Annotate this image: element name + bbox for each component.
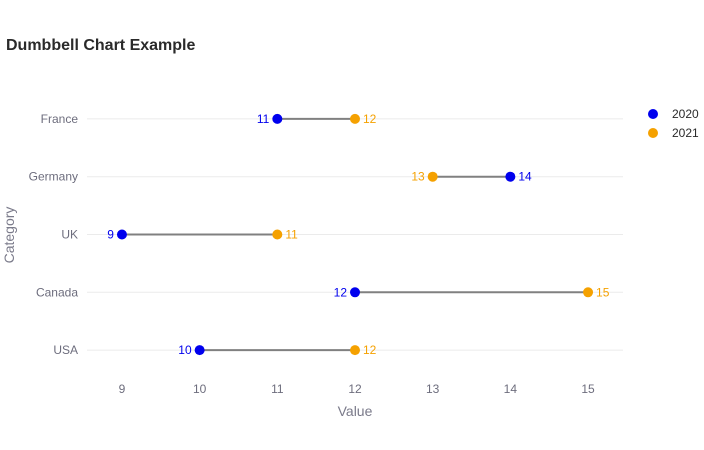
point-2020-canada bbox=[350, 287, 360, 298]
point-2021-canada bbox=[583, 287, 594, 298]
point-2020-germany bbox=[505, 171, 516, 182]
y-tick-label-germany: Germany bbox=[29, 170, 78, 184]
legend-item-2020[interactable]: 2020 bbox=[648, 107, 699, 121]
chart-title: Dumbbell Chart Example bbox=[6, 37, 195, 54]
label-2021-uk: 11 bbox=[285, 228, 298, 242]
point-2020-france bbox=[272, 113, 283, 124]
label-2021-usa: 12 bbox=[363, 343, 377, 357]
label-2020-canada: 12 bbox=[334, 285, 348, 299]
x-tick-label-14: 14 bbox=[504, 382, 518, 396]
y-tick-label-usa: USA bbox=[53, 343, 78, 357]
y-tick-label-uk: UK bbox=[61, 228, 78, 242]
label-2021-france: 12 bbox=[363, 112, 377, 126]
legend-marker-2021 bbox=[648, 128, 658, 138]
x-axis-ticks: 9 10 11 12 13 14 15 bbox=[119, 382, 595, 396]
dumbbell-connectors bbox=[121, 117, 589, 352]
y-tick-label-france: France bbox=[41, 112, 79, 126]
y-axis-title: Category bbox=[1, 207, 17, 264]
point-2021-germany bbox=[427, 171, 438, 182]
label-2021-germany: 13 bbox=[411, 170, 425, 184]
x-tick-label-13: 13 bbox=[426, 382, 440, 396]
x-tick-label-12: 12 bbox=[348, 382, 362, 396]
label-2020-france: 11 bbox=[257, 112, 270, 126]
legend-label-2021: 2021 bbox=[672, 126, 699, 140]
x-axis-title: Value bbox=[338, 403, 373, 419]
label-2020-usa: 10 bbox=[178, 343, 192, 357]
point-2020-usa bbox=[194, 345, 205, 356]
legend-item-2021[interactable]: 2021 bbox=[648, 126, 699, 140]
label-2020-germany: 14 bbox=[518, 170, 532, 184]
point-2021-france bbox=[350, 113, 360, 124]
legend: 2020 2021 bbox=[648, 107, 699, 140]
point-2020-uk bbox=[116, 229, 127, 240]
label-2020-uk: 9 bbox=[107, 228, 114, 242]
data-points bbox=[116, 113, 594, 356]
x-tick-label-15: 15 bbox=[581, 382, 595, 396]
legend-label-2020: 2020 bbox=[672, 107, 699, 121]
point-2021-uk bbox=[272, 229, 283, 240]
x-tick-label-11: 11 bbox=[271, 382, 284, 396]
x-tick-label-9: 9 bbox=[119, 382, 126, 396]
data-labels: 10 12 12 15 9 11 14 13 11 12 bbox=[107, 112, 609, 357]
y-tick-label-canada: Canada bbox=[36, 285, 78, 299]
point-2021-usa bbox=[350, 345, 360, 356]
y-axis-ticks: USA Canada UK Germany France bbox=[29, 112, 79, 357]
x-tick-label-10: 10 bbox=[193, 382, 207, 396]
legend-marker-2020 bbox=[648, 109, 658, 119]
label-2021-canada: 15 bbox=[596, 285, 610, 299]
